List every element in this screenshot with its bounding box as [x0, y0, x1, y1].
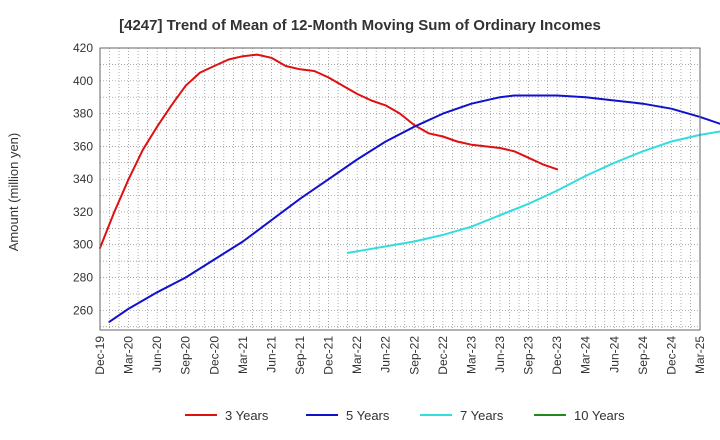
- x-tick-label: Mar-24: [579, 336, 593, 374]
- legend-label: 5 Years: [346, 408, 390, 423]
- series-line: [99, 53, 559, 249]
- y-tick-label: 380: [73, 107, 93, 121]
- x-tick-label: Dec-23: [550, 336, 564, 375]
- series-line: [346, 130, 720, 254]
- x-tick-label: Dec-22: [436, 336, 450, 375]
- x-tick-label: Sep-21: [293, 336, 307, 375]
- y-tick-label: 260: [73, 303, 93, 317]
- x-tick-label: Sep-24: [636, 336, 650, 375]
- x-tick-label: Jun-24: [607, 336, 621, 373]
- y-tick-label: 360: [73, 139, 93, 153]
- x-tick-label: Jun-20: [150, 336, 164, 373]
- x-tick-label: Jun-23: [493, 336, 507, 373]
- x-axis-ticks: Dec-19 Mar-20 Jun-20 Sep-20 Dec-20 Mar-21 Jun-…: [93, 336, 707, 375]
- legend-label: 10 Years: [574, 408, 625, 423]
- grid-lines: [100, 47, 700, 330]
- x-tick-label: Sep-23: [522, 336, 536, 375]
- x-tick-label: Dec-19: [93, 336, 107, 375]
- x-tick-label: Dec-24: [664, 336, 678, 375]
- y-tick-label: 420: [73, 41, 93, 55]
- x-tick-label: Jun-21: [264, 336, 278, 373]
- series-layer: [99, 53, 720, 323]
- y-tick-label: 300: [73, 238, 93, 252]
- x-tick-label: Mar-20: [122, 336, 136, 374]
- x-tick-label: Sep-20: [179, 336, 193, 375]
- legend-label: 7 Years: [460, 408, 504, 423]
- y-tick-label: 320: [73, 205, 93, 219]
- chart-title: [4247] Trend of Mean of 12-Month Moving …: [119, 17, 601, 34]
- x-tick-label: Mar-25: [693, 336, 707, 374]
- y-axis-label: Amount (million yen): [6, 133, 21, 252]
- x-tick-label: Jun-22: [379, 336, 393, 373]
- x-tick-label: Mar-23: [464, 336, 478, 374]
- x-tick-label: Mar-22: [350, 336, 364, 374]
- plot-frame: [99, 47, 701, 331]
- y-tick-label: 400: [73, 74, 93, 88]
- y-tick-label: 280: [73, 271, 93, 285]
- x-tick-label: Mar-21: [236, 336, 250, 374]
- x-tick-label: Sep-22: [407, 336, 421, 375]
- x-tick-label: Dec-20: [207, 336, 221, 375]
- y-axis-ticks: 260 280 300 320 340 360 380 400 420: [73, 41, 93, 317]
- x-tick-label: Dec-21: [322, 336, 336, 375]
- series-line: [108, 94, 720, 323]
- legend: 3 Years 5 Years 7 Years 10 Years: [185, 408, 625, 423]
- y-tick-label: 340: [73, 172, 93, 186]
- legend-label: 3 Years: [225, 408, 269, 423]
